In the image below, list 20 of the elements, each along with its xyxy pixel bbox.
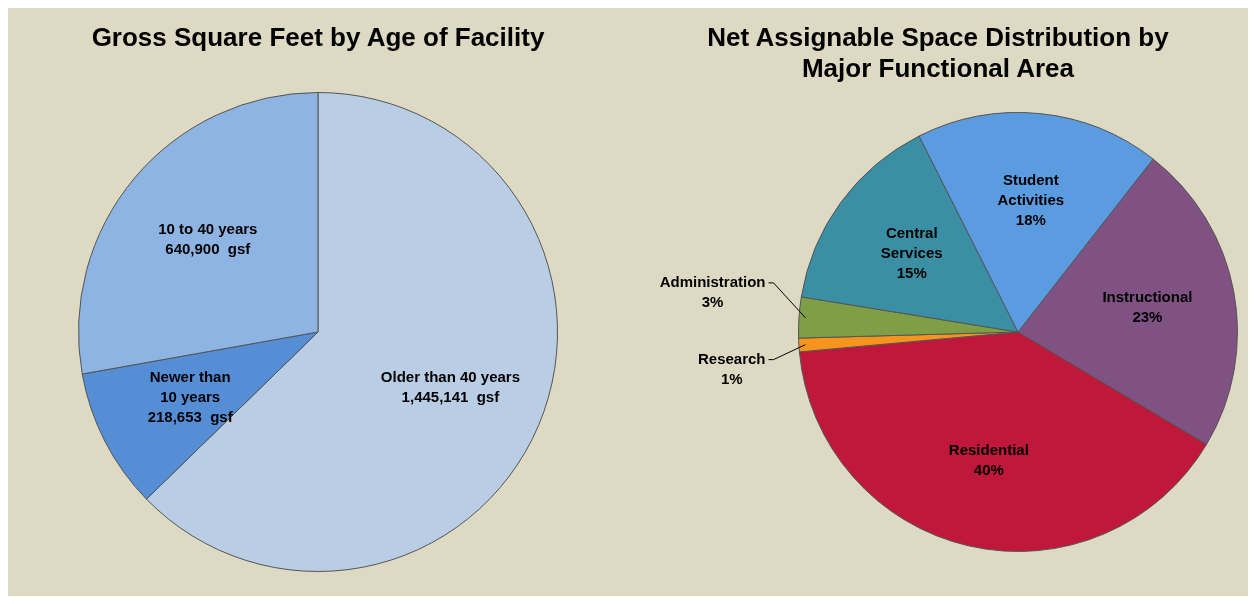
data-label: 640,900 gsf bbox=[165, 239, 252, 257]
slice-label: Newer than 10 years bbox=[149, 367, 231, 405]
slice-label: 10 to 40 years bbox=[158, 219, 258, 237]
data-label: 3% bbox=[701, 293, 724, 311]
chart-title: Net Assignable Space Distribution by Major Functional Area bbox=[706, 21, 1170, 85]
slice-label: Older than 40 years bbox=[380, 367, 521, 385]
slice-label: Research bbox=[697, 349, 766, 367]
data-label: 15% bbox=[896, 264, 927, 282]
data-label: 23% bbox=[1132, 307, 1163, 325]
data-label: 1% bbox=[720, 369, 743, 387]
data-label: 1,445,141 gsf bbox=[401, 387, 501, 405]
chart-title: Gross Square Feet by Age of Facility bbox=[90, 21, 546, 54]
slice-label: Administration bbox=[659, 273, 766, 291]
slice-label: Student Activities bbox=[997, 171, 1065, 209]
slice-label: Residential bbox=[948, 440, 1029, 458]
slice-label: Instructional bbox=[1102, 287, 1193, 305]
data-label: 18% bbox=[1015, 211, 1046, 229]
data-label: 40% bbox=[973, 460, 1004, 478]
data-label: 218,653 gsf bbox=[147, 407, 234, 425]
slice-label: Central Services bbox=[880, 224, 943, 262]
